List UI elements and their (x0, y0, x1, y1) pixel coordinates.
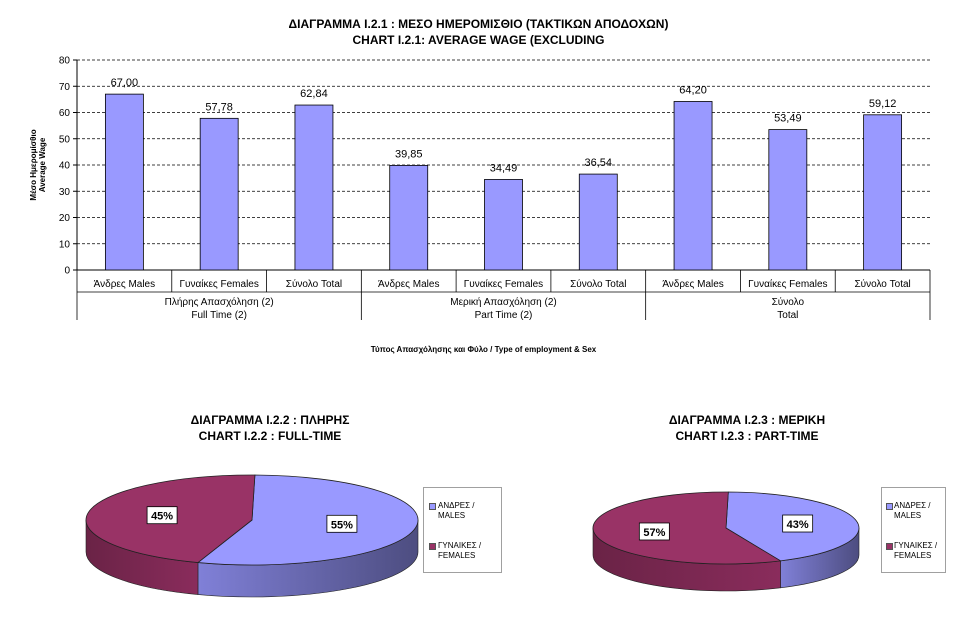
data-label: 39,85 (395, 148, 423, 160)
category-label: Σύνολο Total (286, 278, 342, 290)
pie-slice-side (780, 527, 860, 589)
group-label: Total (777, 310, 798, 321)
y-axis-label: Μέσο Ημερομίσθιο (29, 129, 38, 200)
bar (294, 104, 334, 271)
category-label: Σύνολο Total (854, 278, 910, 290)
pie-slice (85, 474, 256, 563)
bar (484, 179, 523, 271)
y-tick-label: 30 (59, 187, 71, 198)
pie-fulltime-title: ΔΙΑΓΡΑΜΜΑ Ι.2.2 : ΠΛΗΡΗΣ CHART I.2.2 : F… (110, 412, 430, 444)
group-label: Σύνολο (772, 296, 805, 308)
group-label: Μερική Απασχόληση (2) (450, 296, 557, 308)
data-label: 53,49 (774, 113, 802, 125)
pie-slice-side (592, 527, 781, 592)
legend-females-label: ΓΥΝΑΙΚΕΣ / FEMALES (894, 541, 938, 560)
pie-parttime-title-line2: CHART I.2.3 : PART-TIME (675, 429, 819, 443)
pie-slice-side (85, 519, 199, 595)
x-axis-label: Τύπος Απασχόλησης και Φύλο / Type of emp… (371, 345, 597, 354)
pie-fulltime: 55% 45% (85, 474, 419, 598)
bar (863, 114, 903, 271)
bar-chart-title-line1: ΔΙΑΓΡΑΜΜΑ Ι.2.1 : ΜΕΣΟ ΗΜΕΡΟΜΙΣΘΙΟ (ΤΑΚΤ… (288, 17, 669, 31)
pie-parttime: 43% 57% (592, 491, 860, 592)
bar-chart-title-line2: CHART I.2.1: AVERAGE WAGE (EXCLUDING (352, 33, 605, 47)
legend-males-label: ΑΝΔΡΕΣ / MALES (438, 501, 475, 520)
bar (673, 101, 713, 271)
pie-fulltime-title-line1: ΔΙΑΓΡΑΜΜΑ Ι.2.2 : ΠΛΗΡΗΣ (190, 413, 350, 427)
pie-fulltime-title-line2: CHART I.2.2 : FULL-TIME (198, 429, 342, 443)
data-label: 67,00 (111, 77, 139, 89)
pie-value-label: 43% (787, 519, 809, 531)
pie-label-box (326, 514, 358, 533)
data-label: 62,84 (300, 88, 328, 100)
bar (768, 129, 808, 271)
category-label: Σύνολο Total (570, 278, 626, 290)
bar (578, 173, 618, 271)
pie-parttime-legend: ΑΝΔΡΕΣ / MALES ΓΥΝΑΙΚΕΣ / FEMALES (881, 487, 946, 573)
data-label: 64,20 (679, 84, 707, 96)
y-tick-label: 70 (59, 82, 71, 93)
bar (389, 164, 429, 271)
bar (104, 93, 144, 271)
y-tick-label: 20 (59, 213, 71, 224)
y-tick-label: 50 (59, 134, 71, 145)
pie-fulltime-legend: ΑΝΔΡΕΣ / MALES ΓΥΝΑΙΚΕΣ / FEMALES (423, 487, 502, 573)
data-label: 59,12 (869, 98, 897, 110)
bar-chart-title: ΔΙΑΓΡΑΜΜΑ Ι.2.1 : ΜΕΣΟ ΗΜΕΡΟΜΙΣΘΙΟ (ΤΑΚΤ… (0, 16, 957, 48)
y-tick-label: 40 (59, 161, 71, 172)
pie-value-label: 57% (643, 527, 665, 539)
y-tick-label: 60 (59, 108, 71, 119)
pie-parttime-title: ΔΙΑΓΡΑΜΜΑ Ι.2.3 : ΜΕΡΙΚΗ CHART I.2.3 : P… (587, 412, 907, 444)
category-label: Άνδρες Males (378, 279, 439, 290)
legend-males-swatch (886, 503, 893, 510)
bar-chart: 0 10 20 30 40 50 60 70 80 67,00 Άνδρες Males 57,78 Γ… (29, 56, 931, 354)
category-label: Γυναίκες Females (179, 278, 258, 290)
pie-slice (592, 491, 782, 565)
pie-slice (196, 474, 419, 566)
pie-value-label: 45% (151, 511, 173, 523)
pie-label-box (782, 514, 814, 533)
category-label: Άνδρες Males (94, 279, 155, 290)
data-label: 34,49 (490, 162, 518, 174)
pie-slice (725, 491, 860, 562)
group-label: Part Time (2) (475, 310, 533, 321)
pie-parttime-title-line1: ΔΙΑΓΡΑΜΜΑ Ι.2.3 : ΜΕΡΙΚΗ (668, 413, 826, 427)
legend-females-label: ΓΥΝΑΙΚΕΣ / FEMALES (438, 541, 482, 560)
pie-value-label: 55% (331, 519, 353, 531)
pie-label-box (146, 506, 178, 525)
data-label: 57,78 (205, 101, 233, 113)
group-label: Πλήρης Απασχόληση (2) (165, 296, 274, 308)
legend-males-swatch (429, 503, 436, 510)
data-label: 36,54 (585, 157, 613, 169)
legend-females-swatch (886, 543, 893, 550)
y-tick-label: 80 (59, 56, 71, 67)
pie-label-box (638, 522, 670, 541)
y-tick-label: 0 (64, 266, 70, 277)
category-label: Γυναίκες Females (464, 278, 543, 290)
category-label: Άνδρες Males (662, 279, 723, 290)
category-label: Γυναίκες Females (748, 278, 827, 290)
group-label: Full Time (2) (191, 310, 247, 321)
y-tick-label: 10 (59, 239, 71, 250)
legend-males-label: ΑΝΔΡΕΣ / MALES (894, 501, 931, 520)
pie-slice-side (197, 519, 419, 598)
legend-females-swatch (429, 543, 436, 550)
y-axis-label: Average Wage (38, 137, 47, 192)
bar (199, 117, 239, 271)
